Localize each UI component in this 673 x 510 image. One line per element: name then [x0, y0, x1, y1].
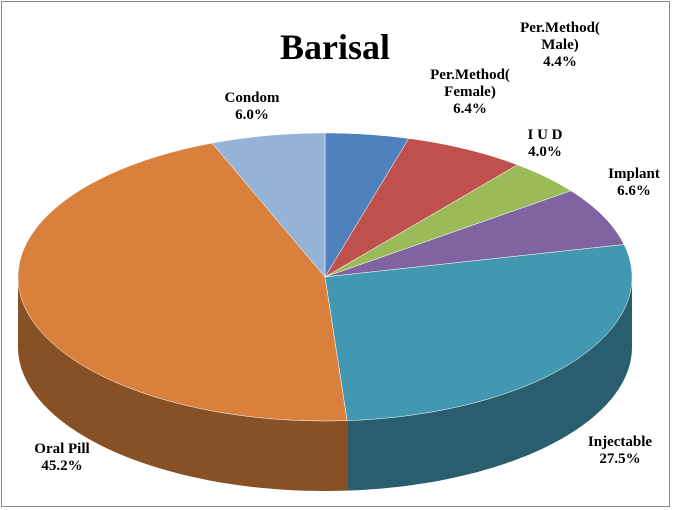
category-label: Per.Method( Male) [520, 20, 600, 53]
data-label: Injectable 27.5% [575, 434, 665, 468]
slice [324, 190, 625, 278]
category-label: Injectable [587, 434, 653, 450]
data-label: I U D 4.0% [505, 127, 585, 161]
category-label: Implant [608, 166, 660, 182]
slice-side [18, 277, 348, 491]
value-label: 27.5% [599, 451, 641, 467]
value-label: 4.0% [528, 144, 562, 160]
slice [324, 164, 572, 278]
slice-side [347, 277, 632, 491]
data-label: Per.Method( Female) 6.4% [420, 67, 520, 118]
chart-title: Barisal [279, 27, 391, 67]
value-label: 6.4% [453, 101, 487, 117]
slice [17, 142, 348, 422]
category-label: I U D [527, 127, 563, 143]
data-label: Implant 6.6% [594, 166, 673, 200]
data-label: Condom 6.0% [207, 90, 297, 124]
data-label: Per.Method( Male) 4.4% [515, 20, 605, 71]
slice [211, 132, 326, 278]
value-label: 4.4% [543, 54, 577, 70]
category-label: Per.Method( Female) [430, 67, 510, 100]
data-label: Oral Pill 45.2% [17, 441, 107, 475]
value-label: 45.2% [41, 458, 83, 474]
category-label: Oral Pill [34, 441, 90, 457]
category-label: Condom [224, 90, 280, 106]
value-label: 6.0% [235, 107, 269, 123]
slice [324, 244, 633, 421]
slice [324, 138, 519, 278]
slice [324, 132, 410, 278]
value-label: 6.6% [617, 183, 651, 199]
